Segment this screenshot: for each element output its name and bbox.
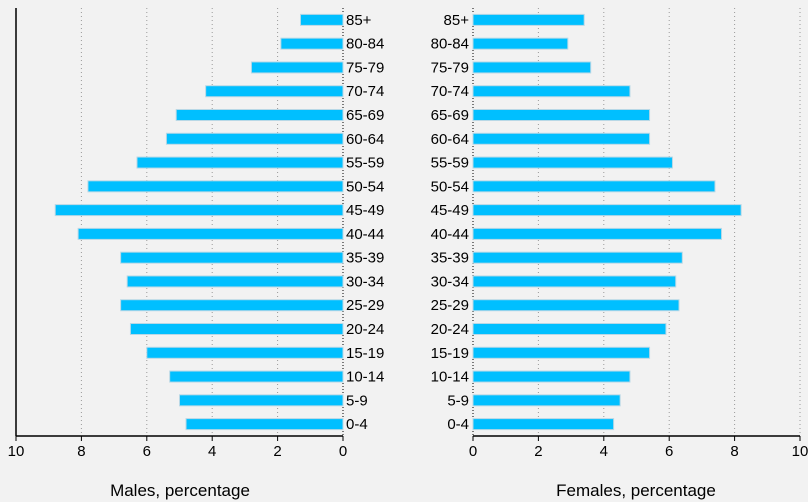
- female-age-label: 35-39: [431, 250, 469, 267]
- male-bar: [165, 132, 344, 145]
- male-age-label: 40-44: [346, 226, 384, 243]
- female-bar: [472, 227, 723, 240]
- male-bar: [146, 346, 344, 359]
- male-bar: [299, 13, 344, 26]
- male-age-label: 70-74: [346, 83, 384, 100]
- female-age-label: 40-44: [431, 226, 469, 243]
- male-tick-label: 0: [339, 443, 347, 460]
- axes: [15, 8, 801, 441]
- male-bar: [280, 37, 344, 50]
- female-bar: [472, 346, 651, 359]
- female-tick-label: 6: [665, 443, 673, 460]
- age-group-labels: 0-4 0-4 5-9 5-9 10-14 10-14 15-19 15-19 20-24 20-…: [346, 12, 469, 433]
- male-bar: [250, 61, 344, 74]
- male-tick-label: 10: [8, 443, 25, 460]
- female-tick-label: 10: [792, 443, 808, 460]
- female-age-label: 10-14: [431, 369, 469, 386]
- female-bar: [472, 61, 592, 74]
- female-tick-label: 4: [600, 443, 608, 460]
- female-bar: [472, 323, 667, 335]
- female-bar: [472, 204, 742, 217]
- female-age-label: 25-29: [431, 297, 469, 314]
- female-bar: [472, 13, 585, 26]
- tick-labels: 10 8 6 4 2 0 0 2 4 6 8 10: [8, 443, 808, 460]
- female-age-label: 5-9: [447, 392, 469, 409]
- female-bar: [472, 109, 651, 121]
- female-bar: [472, 132, 651, 145]
- female-age-label: 0-4: [447, 416, 469, 433]
- female-age-label: 20-24: [431, 321, 469, 338]
- male-age-label: 60-64: [346, 131, 384, 148]
- male-age-label: 10-14: [346, 369, 384, 386]
- male-bar: [120, 251, 344, 264]
- male-bar: [129, 323, 344, 335]
- male-tick-label: 2: [273, 443, 281, 460]
- male-age-label: 20-24: [346, 321, 384, 338]
- male-age-label: 0-4: [346, 416, 368, 433]
- female-age-label: 85+: [444, 12, 470, 29]
- female-bar: [472, 37, 569, 50]
- male-bar: [77, 227, 344, 240]
- female-age-label: 65-69: [431, 107, 469, 124]
- male-age-label: 80-84: [346, 36, 384, 53]
- male-bar: [136, 156, 344, 169]
- female-age-label: 80-84: [431, 36, 469, 53]
- female-age-label: 55-59: [431, 155, 469, 172]
- male-tick-label: 8: [77, 443, 85, 460]
- female-bar: [472, 394, 621, 407]
- female-bar: [472, 85, 631, 98]
- female-tick-label: 0: [469, 443, 477, 460]
- female-bar: [472, 251, 683, 264]
- male-age-label: 15-19: [346, 345, 384, 362]
- male-age-label: 85+: [346, 12, 372, 29]
- grid-lines: [15, 8, 801, 436]
- male-age-label: 35-39: [346, 250, 384, 267]
- male-bar: [175, 109, 344, 121]
- male-bar: [54, 204, 344, 217]
- male-age-label: 55-59: [346, 155, 384, 172]
- male-bar: [120, 299, 344, 312]
- female-bar: [472, 156, 673, 169]
- female-age-label: 15-19: [431, 345, 469, 362]
- female-bar: [472, 418, 615, 431]
- male-bar: [169, 370, 344, 383]
- female-bar: [472, 370, 631, 383]
- male-bar: [205, 85, 344, 98]
- male-bar: [179, 394, 344, 407]
- female-age-label: 60-64: [431, 131, 469, 148]
- male-age-label: 65-69: [346, 107, 384, 124]
- male-age-label: 30-34: [346, 273, 384, 290]
- female-bar: [472, 275, 677, 288]
- female-age-label: 45-49: [431, 202, 469, 219]
- male-bar: [126, 275, 344, 288]
- male-tick-label: 4: [208, 443, 216, 460]
- bars: [54, 13, 742, 431]
- male-bar: [87, 180, 344, 193]
- male-age-label: 50-54: [346, 178, 384, 195]
- female-axis-title: Females, percentage: [556, 481, 716, 500]
- female-age-label: 50-54: [431, 178, 469, 195]
- male-axis-title: Males, percentage: [110, 481, 250, 500]
- male-tick-label: 6: [143, 443, 151, 460]
- male-age-label: 25-29: [346, 297, 384, 314]
- female-age-label: 75-79: [431, 59, 469, 76]
- male-age-label: 75-79: [346, 59, 384, 76]
- female-tick-label: 2: [534, 443, 542, 460]
- female-age-label: 30-34: [431, 273, 469, 290]
- female-age-label: 70-74: [431, 83, 469, 100]
- female-bar: [472, 299, 680, 312]
- male-age-label: 5-9: [346, 392, 368, 409]
- male-age-label: 45-49: [346, 202, 384, 219]
- female-tick-label: 8: [730, 443, 738, 460]
- male-bar: [185, 418, 344, 431]
- female-bar: [472, 180, 716, 193]
